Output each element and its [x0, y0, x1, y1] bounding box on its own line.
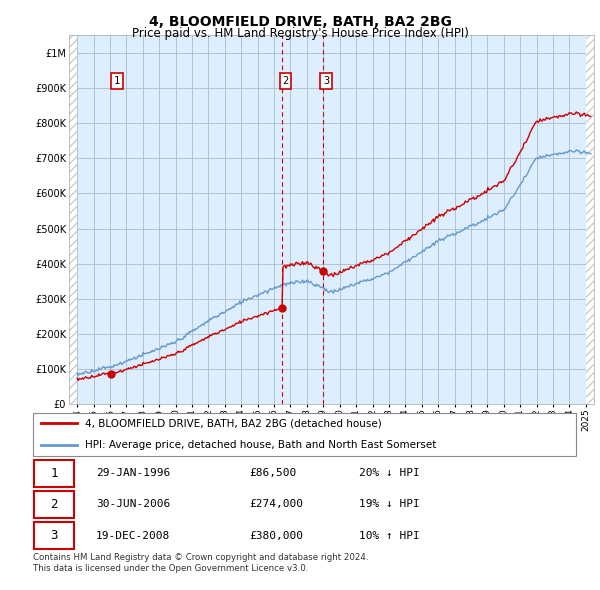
- FancyBboxPatch shape: [33, 412, 576, 456]
- Text: 29-JAN-1996: 29-JAN-1996: [96, 468, 170, 478]
- FancyBboxPatch shape: [34, 460, 74, 487]
- Text: 4, BLOOMFIELD DRIVE, BATH, BA2 2BG (detached house): 4, BLOOMFIELD DRIVE, BATH, BA2 2BG (deta…: [85, 418, 382, 428]
- Text: £86,500: £86,500: [250, 468, 297, 478]
- Text: 3: 3: [323, 76, 329, 86]
- Text: 1: 1: [50, 467, 58, 480]
- Text: £380,000: £380,000: [250, 530, 304, 540]
- Text: 1: 1: [114, 76, 120, 86]
- Text: 30-JUN-2006: 30-JUN-2006: [96, 500, 170, 509]
- Text: 10% ↑ HPI: 10% ↑ HPI: [359, 530, 420, 540]
- Text: 20% ↓ HPI: 20% ↓ HPI: [359, 468, 420, 478]
- Text: 4, BLOOMFIELD DRIVE, BATH, BA2 2BG: 4, BLOOMFIELD DRIVE, BATH, BA2 2BG: [149, 15, 451, 29]
- Text: 3: 3: [50, 529, 58, 542]
- FancyBboxPatch shape: [34, 522, 74, 549]
- FancyBboxPatch shape: [34, 491, 74, 518]
- Text: Contains HM Land Registry data © Crown copyright and database right 2024.
This d: Contains HM Land Registry data © Crown c…: [33, 553, 368, 573]
- Text: 19-DEC-2008: 19-DEC-2008: [96, 530, 170, 540]
- Bar: [69, 35, 77, 404]
- Text: 2: 2: [50, 498, 58, 511]
- Text: £274,000: £274,000: [250, 500, 304, 509]
- Text: 2: 2: [283, 76, 289, 86]
- Text: HPI: Average price, detached house, Bath and North East Somerset: HPI: Average price, detached house, Bath…: [85, 440, 436, 450]
- Text: 19% ↓ HPI: 19% ↓ HPI: [359, 500, 420, 509]
- Bar: [586, 35, 594, 404]
- Text: Price paid vs. HM Land Registry's House Price Index (HPI): Price paid vs. HM Land Registry's House …: [131, 27, 469, 40]
